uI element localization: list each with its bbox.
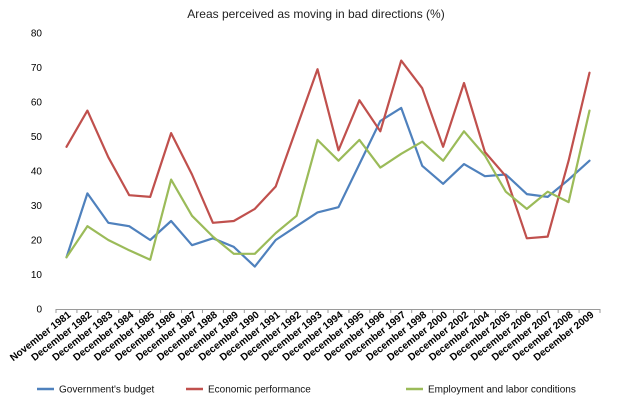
y-axis: 0 10 20 30 40 50 60 70 80	[31, 29, 43, 316]
series-line	[65, 106, 591, 268]
legend-label: Employment and labor conditions	[428, 385, 576, 396]
y-tick-label: 50	[31, 132, 43, 143]
chart-title: Areas perceived as moving in bad directi…	[187, 7, 444, 21]
y-tick-label: 30	[31, 201, 43, 212]
legend-label: Government's budget	[59, 385, 155, 396]
y-tick-label: 80	[31, 29, 43, 40]
y-tick-label: 40	[31, 167, 43, 178]
plot-area	[65, 59, 591, 268]
y-tick-label: 20	[31, 236, 43, 247]
legend-label: Economic performance	[208, 385, 311, 396]
y-tick-label: 0	[36, 305, 42, 316]
series-line	[65, 59, 591, 240]
series-line	[65, 109, 591, 261]
y-tick-label: 60	[31, 98, 43, 109]
y-tick-label: 70	[31, 63, 43, 74]
legend: Government's budget Economic performance E…	[37, 385, 576, 396]
y-tick-label: 10	[31, 270, 43, 281]
